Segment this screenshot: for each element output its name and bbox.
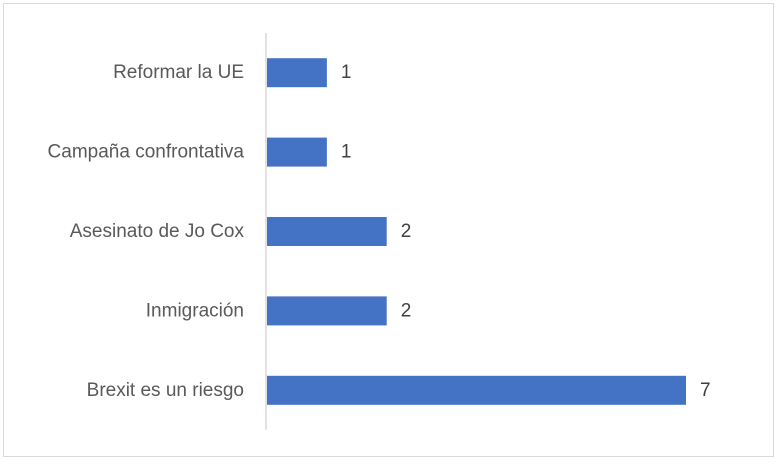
bar — [267, 137, 327, 167]
bar — [267, 375, 686, 405]
bar — [267, 296, 387, 326]
bar-data-label: 2 — [401, 300, 412, 321]
category-tick-label: Inmigración — [146, 300, 244, 321]
bar-data-label: 1 — [341, 142, 352, 163]
bar — [267, 58, 327, 88]
category-tick-label: Campaña confrontativa — [48, 142, 245, 163]
category-tick-label: Asesinato de Jo Cox — [70, 221, 245, 242]
bar-data-label: 1 — [341, 62, 352, 83]
category-tick-label: Brexit es un riesgo — [87, 380, 244, 401]
bar-data-label: 2 — [401, 221, 412, 242]
bar — [267, 217, 387, 246]
bar-data-label: 7 — [700, 380, 711, 401]
category-tick-label: Reformar la UE — [113, 62, 244, 83]
